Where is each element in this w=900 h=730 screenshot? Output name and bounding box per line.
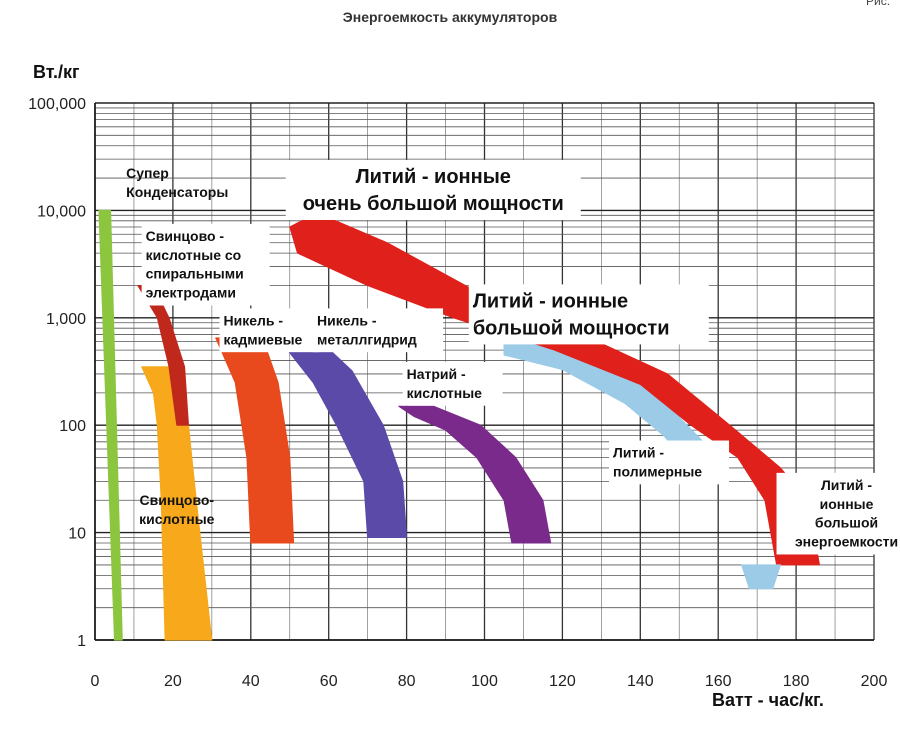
- annotation-text: кислотные: [139, 511, 215, 527]
- annotation-label: Литий - ионные большой мощности: [468, 284, 709, 345]
- annotation-box: [141, 223, 270, 306]
- annotation-label: Литий - полимерные: [609, 440, 730, 485]
- annotation-text: энергоемкости: [795, 534, 898, 550]
- annotation-label: Свинцово-кислотные: [139, 492, 215, 527]
- y-tick-label: 1: [77, 633, 86, 650]
- annotation-text: кислотные со: [146, 247, 242, 263]
- annotation-box: [313, 308, 444, 353]
- chart-ticks: 0 20 40 60 80 100 120 140 160 180 200 1 10 100 1,000 10…: [28, 96, 887, 690]
- annotation-text: кадмиевые: [224, 331, 303, 347]
- series-band: Натрий - кислотные: [398, 405, 552, 544]
- y-tick-label: 10,000: [37, 203, 86, 220]
- annotation-box: [219, 308, 320, 353]
- annotation-box: [402, 361, 503, 406]
- annotation-text: Свинцово -: [146, 228, 225, 244]
- chart-series: Супер КонденсаторыСвинцово-кислотныеСвин…: [98, 209, 820, 641]
- x-tick-label: 40: [242, 673, 260, 690]
- annotation-text: Супер: [126, 165, 169, 181]
- annotation-text: металлгидрид: [317, 331, 417, 347]
- annotation-text: Натрий -: [407, 366, 466, 382]
- annotation-text: Конденсаторы: [126, 184, 228, 200]
- annotation-label: Никель - кадмиевые: [219, 308, 320, 353]
- x-tick-label: 120: [549, 673, 576, 690]
- series-band: Никель - металлгидрид: [277, 337, 408, 538]
- annotation-label: Никель - металлгидрид: [313, 308, 444, 353]
- annotation-text: большой: [815, 515, 878, 531]
- annotation-text: Литий -: [821, 477, 872, 493]
- annotation-text: полимерные: [613, 463, 702, 479]
- x-tick-label: 200: [861, 673, 888, 690]
- y-tick-label: 1,000: [46, 311, 86, 328]
- annotation-text: Свинцово-: [140, 492, 215, 508]
- x-tick-label: 180: [783, 673, 810, 690]
- x-tick-label: 140: [627, 673, 654, 690]
- x-tick-label: 100: [471, 673, 498, 690]
- annotation-box: [285, 159, 581, 220]
- figure-corner-label: Рис.: [866, 0, 891, 8]
- y-tick-label: 100: [59, 418, 86, 435]
- annotation-label: Литий - ионные большой энергоемкости: [776, 472, 900, 555]
- series-band: Никель - кадмиевые: [215, 337, 295, 544]
- annotation-text: Никель -: [317, 312, 377, 328]
- annotation-text: ионные: [820, 496, 874, 512]
- annotation-label: Литий - ионные очень большой мощности: [285, 159, 581, 220]
- annotation-label: Свинцово - кислотные со спиральными электро…: [141, 223, 270, 306]
- x-tick-label: 20: [164, 673, 182, 690]
- annotation-text: Литий - ионные: [473, 290, 628, 312]
- annotation-text: Литий - ионные: [356, 166, 511, 188]
- x-tick-label: 60: [320, 673, 338, 690]
- annotation-text: кислотные: [407, 385, 483, 401]
- annotation-box: [468, 284, 709, 345]
- annotation-box: [776, 472, 900, 555]
- y-tick-label: 100,000: [28, 96, 86, 113]
- annotation-box: [609, 440, 730, 485]
- annotation-label: Натрий - кислотные: [402, 361, 503, 406]
- x-tick-label: 0: [91, 673, 100, 690]
- annotation-label: Супер Конденсаторы: [126, 165, 228, 200]
- chart-title: Энергоемкость аккумуляторов: [342, 9, 558, 25]
- x-tick-label: 160: [705, 673, 732, 690]
- annotation-text: электродами: [146, 285, 236, 301]
- annotation-text: Литий -: [613, 445, 664, 461]
- y-axis-label: Вт./кг: [33, 62, 80, 82]
- annotation-text: Никель -: [224, 312, 284, 328]
- annotation-text: большой мощности: [473, 317, 670, 339]
- x-axis-label: Ватт - час/кг.: [712, 690, 824, 710]
- y-tick-label: 10: [68, 526, 86, 543]
- annotation-text: очень большой мощности: [303, 193, 564, 215]
- series-band: Литий - ионные большой энергоемкости: [741, 564, 781, 590]
- x-tick-label: 80: [398, 673, 416, 690]
- chart-annotations: Супер Конденсаторы Свинцово - кислотные со с…: [126, 159, 900, 555]
- annotation-text: спиральными: [146, 266, 244, 282]
- series-band: Супер Конденсаторы: [98, 209, 123, 641]
